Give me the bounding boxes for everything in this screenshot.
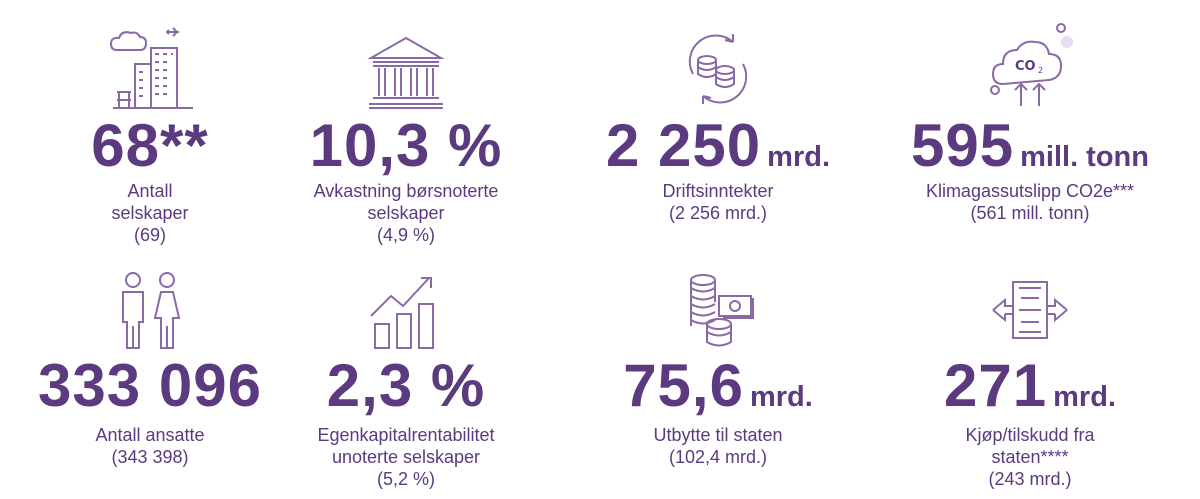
stat-listed-return: 10,3 % Avkastning børsnoterte selskaper …	[256, 22, 556, 246]
stat-label: Avkastning børsnoterte selskaper (4,9 %)	[313, 181, 499, 245]
bank-building-icon	[351, 22, 461, 114]
stat-label: Egenkapitalrentabilitet unoterte selskap…	[317, 425, 495, 489]
stat-operating-income: 2 250 mrd. Driftsinntekter (2 256 mrd.)	[568, 22, 868, 224]
svg-text:2: 2	[1038, 66, 1043, 75]
stat-companies: 68** Antall selskaper (69)	[0, 22, 300, 246]
svg-text:CO: CO	[1015, 59, 1036, 74]
stat-emissions: CO 2 595 mill. tonn Klimagassutslipp CO2e…	[880, 22, 1180, 224]
coins-cycle-icon	[663, 22, 773, 114]
people-icon	[95, 268, 205, 352]
stat-employees: 333 096 Antall ansatte (343 398)	[0, 268, 300, 468]
co2-cloud-icon: CO 2	[975, 22, 1073, 114]
stat-label: Antall selskaper (69)	[111, 181, 189, 245]
stat-label: Kjøp/tilskudd fra staten**** (243 mrd.)	[965, 425, 1095, 489]
stat-value: 68**	[91, 112, 209, 179]
stat-unlisted-roe: 2,3 % Egenkapitalrentabilitet unoterte s…	[256, 268, 556, 490]
stat-value: 595 mill. tonn	[911, 112, 1149, 179]
money-transfer-icon	[975, 268, 1085, 352]
stat-label: Klimagassutslipp CO2e*** (561 mill. tonn…	[925, 181, 1135, 223]
stat-value: 75,6 mrd.	[623, 352, 813, 419]
coins-money-icon	[663, 268, 773, 352]
stat-dividend: 75,6 mrd. Utbytte til staten (102,4 mrd.)	[568, 268, 868, 468]
stat-value: 333 096	[38, 352, 262, 419]
stat-label: Utbytte til staten (102,4 mrd.)	[653, 425, 783, 467]
stat-value: 10,3 %	[309, 112, 503, 179]
stat-value: 2 250 mrd.	[606, 112, 830, 179]
city-buildings-icon	[95, 22, 205, 114]
stat-label: Antall ansatte (343 398)	[95, 425, 205, 467]
stat-label: Driftsinntekter (2 256 mrd.)	[662, 181, 774, 223]
stat-state-purchases: 271 mrd. Kjøp/tilskudd fra staten**** (24…	[880, 268, 1180, 490]
stat-value: 271 mrd.	[944, 352, 1116, 419]
growth-chart-icon	[351, 268, 461, 352]
stat-value: 2,3 %	[326, 352, 486, 419]
